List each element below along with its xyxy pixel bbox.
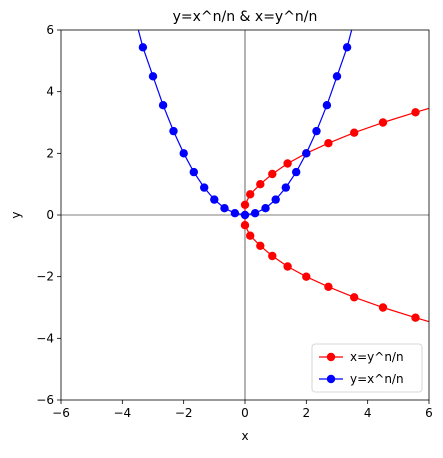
legend-label: x=y^n/n [350, 350, 404, 364]
x-tick-label: 4 [364, 406, 372, 420]
x-axis-ticks: −6 −4 −2 0 2 4 6 [52, 400, 433, 420]
legend-marker [326, 352, 336, 362]
data-point [342, 43, 352, 52]
legend: x=y^n/n y=x^n/n [311, 343, 423, 393]
y-tick-label: 0 [46, 208, 54, 222]
data-point [350, 128, 359, 137]
data-point [148, 72, 158, 81]
x-tick-label: 0 [241, 406, 249, 420]
data-point [281, 183, 290, 192]
data-point [128, 4, 136, 12]
series-y-equals-x-pow [128, 4, 361, 220]
data-point [138, 43, 148, 52]
data-point [220, 204, 229, 213]
y-tick-label: 6 [46, 23, 54, 37]
data-point [240, 210, 250, 220]
y-axis-label: y [9, 211, 23, 218]
data-point [378, 118, 388, 127]
data-point [246, 231, 255, 240]
data-point [302, 272, 311, 281]
data-point [271, 195, 280, 204]
data-point [378, 303, 388, 312]
data-point [240, 200, 250, 209]
data-point [350, 293, 359, 302]
data-point [332, 72, 342, 81]
data-point [169, 126, 178, 136]
x-tick-label: 6 [425, 406, 433, 420]
data-point [230, 209, 240, 218]
y-tick-label: −6 [36, 393, 54, 407]
series-x-equals-y-pow [240, 107, 429, 323]
data-point [322, 101, 332, 110]
data-point [283, 262, 292, 271]
data-point [250, 209, 260, 218]
data-point [256, 241, 265, 250]
x-tick-label: −2 [175, 406, 193, 420]
data-point [411, 313, 420, 322]
data-point [292, 167, 301, 177]
y-tick-label: 4 [46, 85, 54, 99]
data-point [268, 251, 277, 261]
chart-title: y=x^n/n & x=y^n/n [173, 9, 318, 25]
data-point [302, 149, 311, 158]
series-layer [128, 4, 429, 323]
x-tick-label: −6 [52, 406, 70, 420]
data-point [324, 139, 333, 148]
data-point [158, 101, 168, 110]
y-axis-ticks: −6 −4 −2 0 2 4 6 [36, 23, 61, 407]
data-point [268, 169, 277, 179]
y-tick-label: −4 [36, 331, 54, 345]
legend-box [311, 343, 423, 393]
x-tick-label: 2 [303, 406, 311, 420]
data-point [210, 195, 219, 204]
data-point [324, 282, 333, 291]
legend-marker [326, 374, 336, 384]
data-point [256, 180, 265, 189]
data-point [240, 221, 250, 230]
data-point [179, 149, 188, 158]
y-tick-label: −2 [36, 270, 54, 284]
data-point [189, 167, 198, 177]
y-tick-label: 2 [46, 146, 54, 160]
x-tick-label: −4 [113, 406, 131, 420]
data-point [283, 159, 292, 168]
data-point [411, 108, 420, 117]
legend-label: y=x^n/n [350, 372, 404, 386]
data-point [200, 183, 209, 192]
data-point [353, 4, 361, 12]
data-point [261, 204, 270, 213]
data-point [312, 126, 321, 136]
data-point [246, 190, 255, 199]
x-axis-label: x [241, 429, 248, 443]
